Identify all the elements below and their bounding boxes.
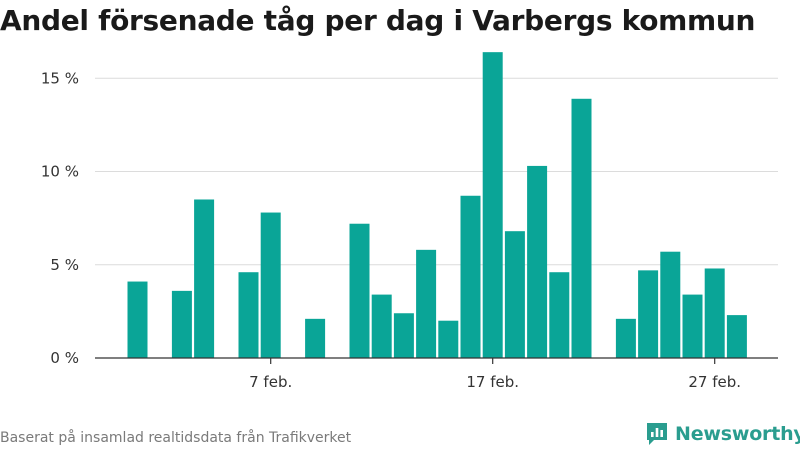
bar (460, 195, 481, 358)
bar (682, 294, 703, 358)
bar (638, 270, 659, 358)
x-tick-label: 7 feb. (249, 373, 292, 391)
y-tick-label: 15 % (41, 69, 79, 87)
bars (127, 52, 747, 358)
brand-name: Newsworthy (675, 423, 800, 445)
bar (704, 268, 725, 358)
bar (482, 52, 503, 358)
x-tick-label: 27 feb. (688, 373, 741, 391)
bar (438, 320, 459, 358)
newsworthy-logo: Newsworthy (645, 420, 800, 448)
bar (393, 313, 414, 358)
bar (127, 281, 148, 358)
bar (416, 249, 437, 358)
chart-title: Andel försenade tåg per dag i Varbergs k… (0, 4, 756, 37)
bar (504, 231, 525, 358)
bar (305, 318, 326, 358)
newsworthy-logo-icon (647, 423, 667, 445)
y-tick-label: 0 % (50, 349, 79, 367)
bar (371, 294, 392, 358)
bar (549, 272, 570, 358)
bar (260, 212, 281, 358)
bar (171, 290, 192, 358)
bar (571, 98, 592, 358)
bar (238, 272, 259, 358)
bar (660, 251, 681, 358)
bar (615, 318, 636, 358)
bar (349, 223, 370, 358)
x-axis-ticks: 7 feb. 17 feb. 27 feb. (95, 357, 778, 391)
y-axis-ticks: 0 % 5 % 10 % 15 % (41, 69, 79, 367)
bar (194, 199, 215, 358)
source-note: Baserat på insamlad realtidsdata från Tr… (0, 430, 352, 446)
x-tick-label: 17 feb. (466, 373, 519, 391)
bar (726, 315, 747, 358)
bar (527, 165, 548, 358)
y-tick-label: 5 % (50, 256, 79, 274)
y-tick-label: 10 % (41, 163, 79, 181)
